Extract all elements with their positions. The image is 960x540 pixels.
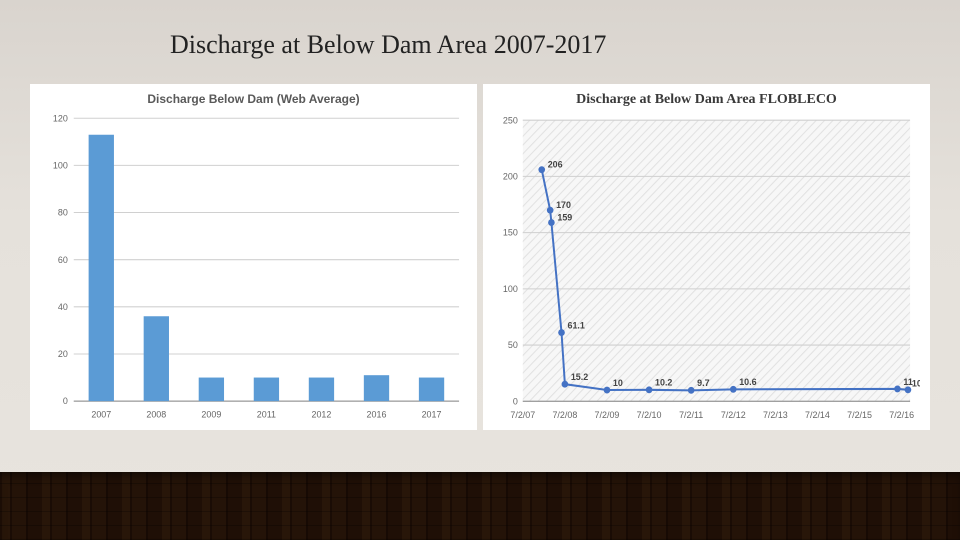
line-marker	[604, 387, 611, 394]
svg-text:15.2: 15.2	[571, 372, 588, 382]
svg-text:100: 100	[53, 160, 68, 170]
line-chart-body: 0 50 100 150 200 250 7/2/07 7/2/08 7/2/09 7/2/10 7…	[493, 114, 920, 424]
line-marker	[558, 329, 565, 336]
line-chart-panel: Discharge at Below Dam Area FLOBLECO 0 50…	[483, 84, 930, 430]
line-marker	[905, 386, 912, 393]
page-title: Discharge at Below Dam Area 2007-2017	[0, 0, 960, 70]
svg-text:206: 206	[548, 159, 563, 169]
svg-text:10.2: 10.2	[655, 378, 672, 388]
svg-text:170: 170	[556, 200, 571, 210]
bar	[364, 375, 389, 401]
bar	[309, 378, 334, 402]
line-chart-title: Discharge at Below Dam Area FLOBLECO	[493, 92, 920, 108]
svg-text:0: 0	[513, 396, 518, 406]
line-chart-svg: 0 50 100 150 200 250 7/2/07 7/2/08 7/2/09 7/2/10 7…	[493, 114, 920, 424]
svg-text:2009: 2009	[201, 410, 221, 420]
svg-text:80: 80	[58, 207, 68, 217]
slide: Discharge at Below Dam Area 2007-2017 Di…	[0, 0, 960, 540]
svg-text:61.1: 61.1	[567, 320, 584, 330]
svg-text:250: 250	[503, 115, 518, 125]
chart-row: Discharge Below Dam (Web Average) 0 20 40 6…	[0, 70, 960, 430]
svg-text:7/2/13: 7/2/13	[763, 410, 788, 420]
svg-text:0: 0	[63, 396, 68, 406]
svg-text:10: 10	[613, 378, 623, 388]
line-marker	[562, 381, 569, 388]
svg-text:150: 150	[503, 228, 518, 238]
wood-floor-decoration	[0, 472, 960, 540]
svg-text:50: 50	[508, 340, 518, 350]
svg-text:2007: 2007	[91, 410, 111, 420]
line-marker	[688, 387, 695, 394]
bar-chart-panel: Discharge Below Dam (Web Average) 0 20 40 6…	[30, 84, 477, 430]
svg-text:7/2/15: 7/2/15	[847, 410, 872, 420]
svg-text:7/2/12: 7/2/12	[721, 410, 746, 420]
svg-text:7/2/07: 7/2/07	[510, 410, 535, 420]
line-marker	[538, 166, 545, 173]
svg-text:159: 159	[557, 212, 572, 222]
bar	[199, 378, 224, 402]
svg-text:7/2/09: 7/2/09	[595, 410, 620, 420]
svg-text:100: 100	[503, 284, 518, 294]
svg-text:2016: 2016	[367, 410, 387, 420]
line-marker	[730, 386, 737, 393]
svg-text:120: 120	[53, 113, 68, 123]
bar	[254, 378, 279, 402]
bar	[144, 316, 169, 401]
bar	[89, 135, 114, 401]
svg-text:2012: 2012	[312, 410, 332, 420]
svg-text:2017: 2017	[422, 410, 442, 420]
bar-chart-svg: 0 20 40 60 80 100 120 2007 2008 2009 2011 2012 2016 2…	[40, 112, 467, 424]
line-marker	[548, 219, 555, 226]
bar	[419, 378, 444, 402]
svg-text:10.2: 10.2	[912, 379, 920, 389]
line-marker	[646, 386, 653, 393]
svg-text:2008: 2008	[146, 410, 166, 420]
svg-text:10.6: 10.6	[739, 377, 756, 387]
svg-text:60: 60	[58, 255, 68, 265]
svg-text:7/2/08: 7/2/08	[552, 410, 577, 420]
svg-text:40: 40	[58, 302, 68, 312]
svg-text:7/2/16: 7/2/16	[889, 410, 914, 420]
svg-text:200: 200	[503, 171, 518, 181]
line-marker	[547, 207, 554, 214]
svg-text:9.7: 9.7	[697, 378, 709, 388]
bar-chart-body: 0 20 40 60 80 100 120 2007 2008 2009 2011 2012 2016 2…	[40, 112, 467, 424]
svg-text:2011: 2011	[257, 410, 276, 420]
line-marker	[894, 385, 901, 392]
svg-text:20: 20	[58, 349, 68, 359]
svg-text:7/2/10: 7/2/10	[637, 410, 662, 420]
svg-text:7/2/14: 7/2/14	[805, 410, 830, 420]
bar-chart-title: Discharge Below Dam (Web Average)	[40, 92, 467, 106]
svg-text:7/2/11: 7/2/11	[679, 410, 703, 420]
